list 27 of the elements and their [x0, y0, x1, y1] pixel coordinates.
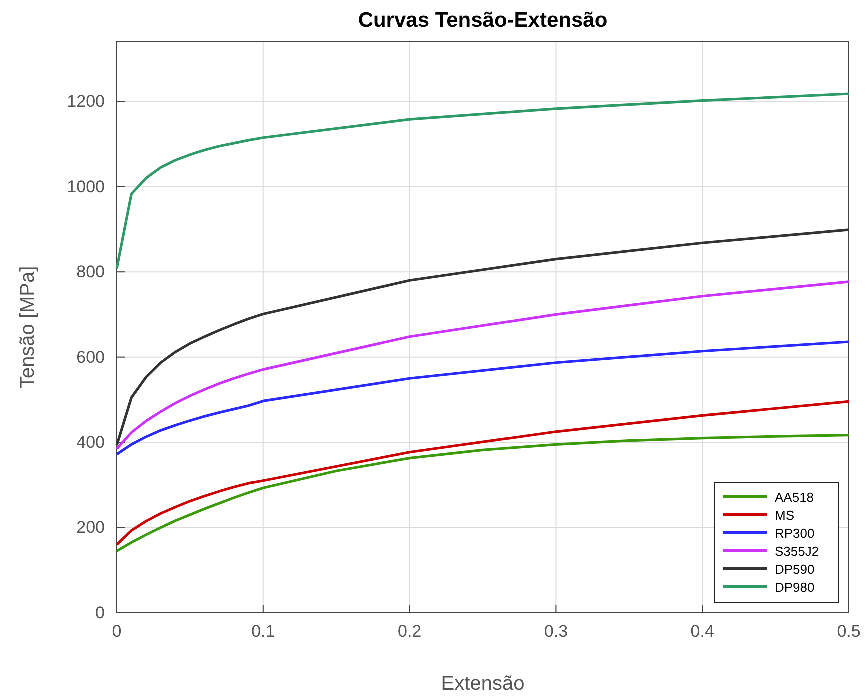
y-tick-label: 1000 [67, 177, 105, 196]
x-tick-label: 0.3 [544, 622, 568, 642]
y-tick-label: 400 [76, 432, 105, 452]
x-axis-title: Extensão [441, 673, 525, 695]
line-series [116, 280, 850, 450]
legend-label: S355J2 [775, 544, 820, 559]
x-tick-label: 0.4 [690, 622, 714, 642]
line-series [116, 340, 850, 456]
y-tick-label: 600 [76, 348, 105, 367]
x-tick-label: 0.1 [252, 622, 276, 642]
y-tick-label: 1200 [67, 92, 105, 112]
line-series [116, 228, 850, 447]
line-series [116, 400, 850, 546]
x-tick-label: 0 [112, 622, 122, 642]
y-tick-label: 800 [76, 262, 105, 282]
legend-label: AA518 [775, 490, 814, 505]
x-tick-label: 0.5 [837, 622, 861, 642]
legend-label: DP980 [775, 580, 815, 595]
x-tick-label: 0.2 [398, 622, 422, 642]
chart-title: Curvas Tensão-Extensão [358, 9, 608, 32]
y-tick-label: 200 [76, 518, 105, 538]
line-series [116, 92, 850, 270]
legend-label: DP590 [775, 562, 815, 577]
legend-label: MS [775, 508, 795, 523]
y-tick-label: 0 [96, 603, 105, 622]
y-axis-title: Tensão [MPa] [17, 266, 39, 389]
legend-label: RP300 [775, 526, 815, 541]
